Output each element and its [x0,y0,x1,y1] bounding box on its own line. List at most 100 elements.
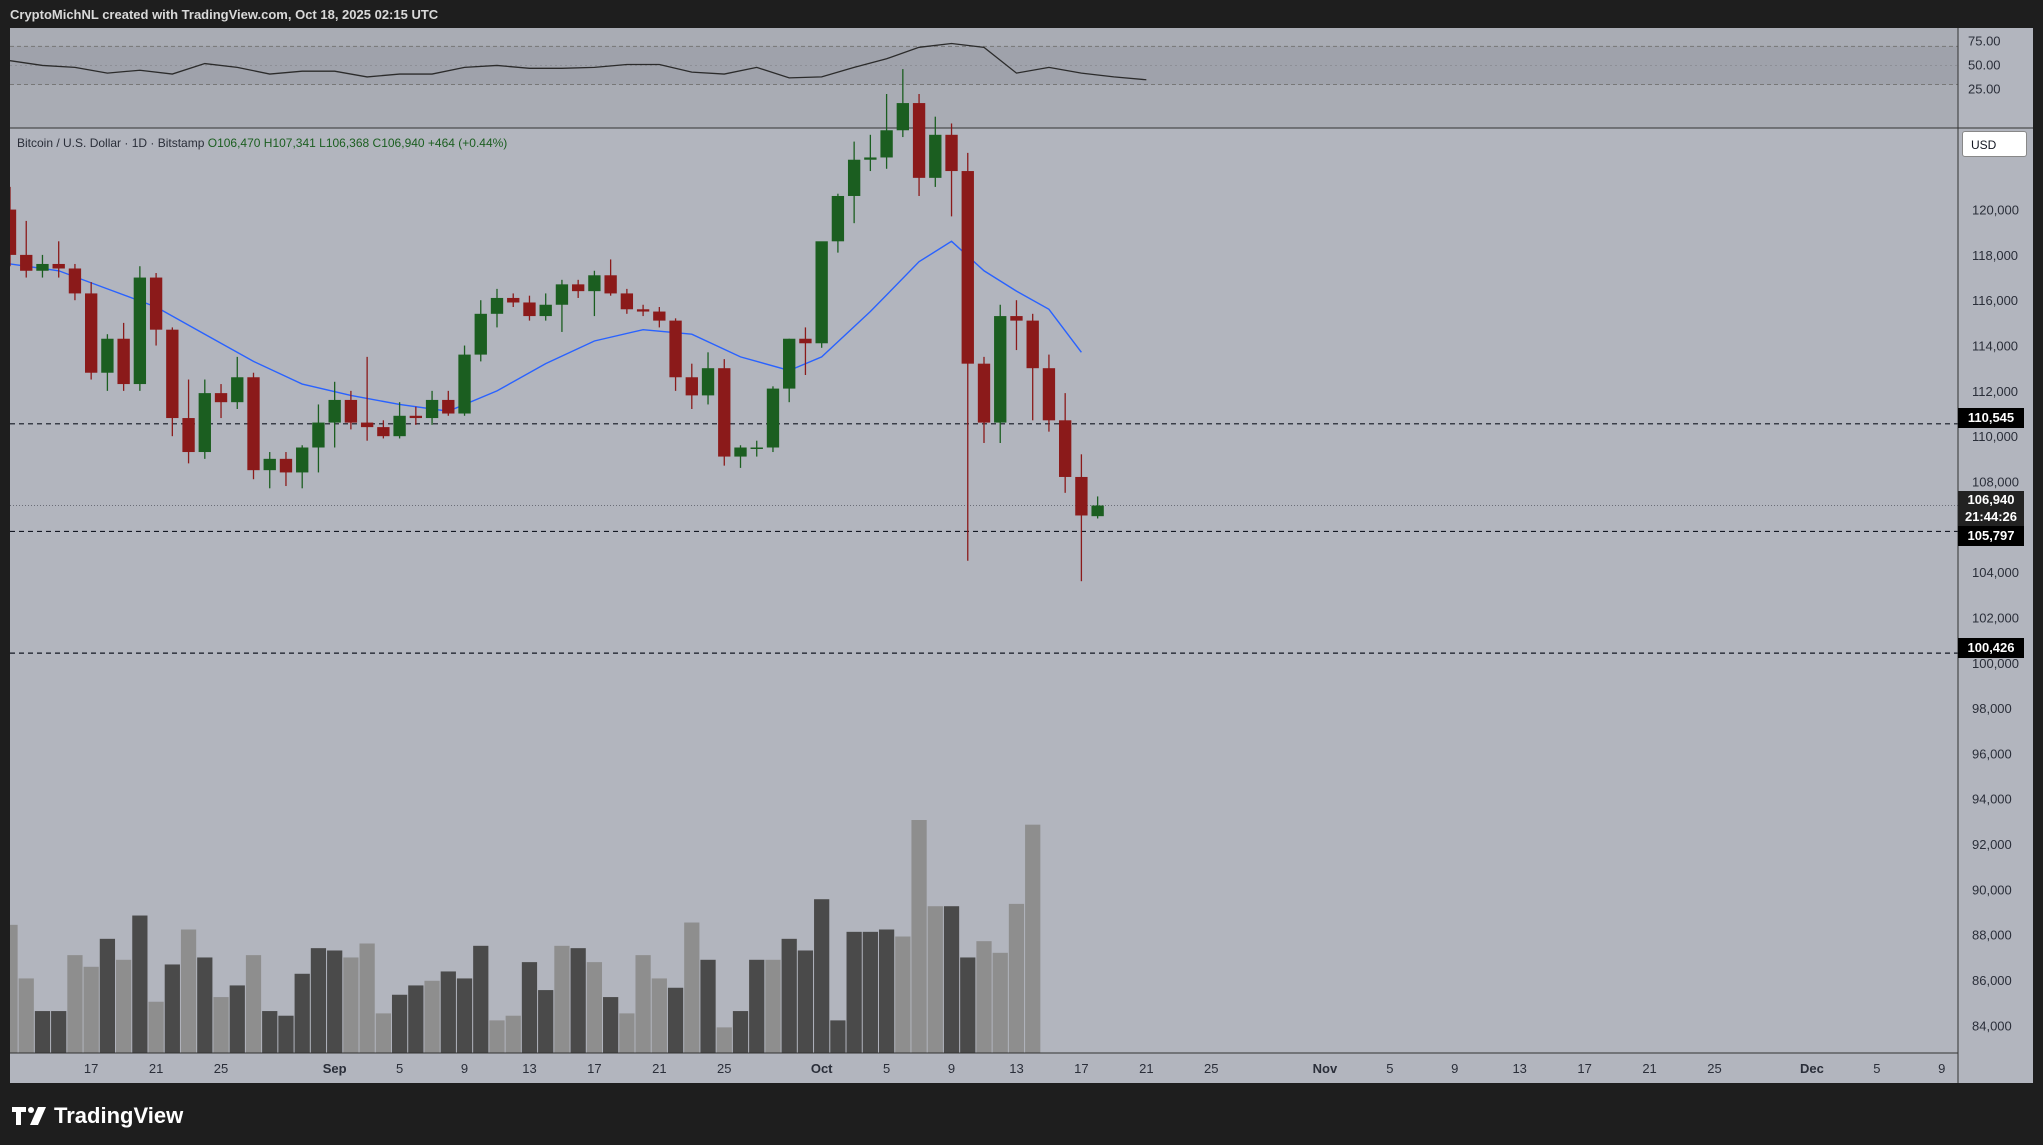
candle-body [68,268,82,294]
volume-bar [278,1015,294,1053]
price-tick-label: 98,000 [1972,701,2012,716]
date-tick-label: 9 [1451,1061,1458,1076]
price-tick-label: 120,000 [1972,203,2019,218]
volume-bar [992,952,1008,1053]
volume-bar [505,1015,521,1053]
candle-body [880,130,893,158]
date-tick-label: Nov [1313,1061,1338,1076]
date-tick-label: 17 [587,1061,601,1076]
candle-body [166,329,179,419]
candle-body [247,377,260,471]
candle-body [653,311,666,321]
chart-legend: Bitcoin / U.S. Dollar · 1D · Bitstamp O1… [17,136,507,150]
credit-text: CryptoMichNL created with TradingView.co… [10,7,439,22]
volume-bar [765,959,781,1053]
candle-body [507,297,520,303]
volume-bar [10,924,18,1053]
candle-body [961,171,974,364]
chart-area[interactable]: 25.00 50.00 75.00 84,000 86,000 88,000 90,000 9… [10,28,2033,1083]
time-axis-bg [10,1053,2033,1083]
volume-bar [830,1020,846,1053]
date-tick-label: 5 [883,1061,890,1076]
date-tick-label: 17 [84,1061,98,1076]
brand-name: TradingView [54,1103,184,1128]
volume-bar [245,955,262,1053]
candle-body [133,277,147,385]
date-tick-label: 13 [1512,1061,1526,1076]
candle-body [766,388,780,448]
volume-bar [51,1011,67,1053]
candle-body [1042,368,1056,421]
candle-body [328,399,341,423]
date-tick-label: 5 [1873,1061,1880,1076]
price-tick-label: 100,000 [1972,656,2019,671]
volume-bar [99,938,116,1053]
volume-bar [570,948,586,1053]
price-tick-label: 90,000 [1972,882,2012,897]
candle-body [718,368,731,457]
volume-bar [180,929,197,1053]
candle-body [604,275,617,294]
candle-body [815,241,828,344]
price-flag-current: 106,940 21:44:26 [1958,491,2024,527]
price-tick-label: 112,000 [1972,384,2018,399]
chart-canvas[interactable]: 25.00 50.00 75.00 84,000 86,000 88,000 90,000 9… [10,28,2033,1083]
date-tick-label: 17 [1577,1061,1591,1076]
date-tick-label: 21 [1642,1061,1656,1076]
candle-body [685,377,698,396]
volume-bar [116,959,132,1053]
volume-bar [732,1011,749,1053]
date-tick-label: 13 [522,1061,536,1076]
candle-body [198,393,211,453]
date-tick-label: 13 [1009,1061,1023,1076]
volume-bar [262,1011,278,1053]
volume-bar [213,997,229,1053]
candle-body [977,363,991,423]
volume-bar [976,941,992,1053]
header-bar: CryptoMichNL created with TradingView.co… [0,0,2043,28]
volume-bar [538,990,554,1053]
candle-body [539,304,552,317]
volume-bar [603,997,619,1053]
volume-bar [343,957,359,1053]
price-tick-label: 94,000 [1972,792,2012,807]
candle-body [84,293,98,373]
volume-bar [927,906,943,1053]
volume-bar [148,1001,164,1053]
rsi-tick-label: 50.00 [1968,57,2001,72]
volume-bar [651,978,667,1053]
legend-symbol: Bitcoin / U.S. Dollar · 1D · Bitstamp [17,136,205,150]
candle-body [263,458,276,471]
candle-body [571,284,585,292]
candle-body [149,277,163,330]
volume-bar [229,985,245,1053]
candle-body [377,427,390,437]
price-tick-label: 118,000 [1972,248,2018,263]
date-tick-label: 9 [948,1061,955,1076]
candle-body [312,422,325,448]
volume-bar [489,1020,505,1053]
volume-bar [473,945,489,1053]
volume-bar [294,973,310,1053]
volume-bar [667,987,684,1053]
candle-body [783,338,796,389]
candle-body [864,157,877,160]
candle-body [799,338,812,344]
volume-bar [814,899,830,1053]
candle-body [101,338,114,373]
candle-body [896,103,910,131]
brand-logo[interactable]: TradingView [12,1103,183,1129]
price-tick-label: 86,000 [1972,973,2012,988]
currency-button[interactable]: USD [1962,131,2027,157]
volume-bar [846,931,862,1053]
price-tick-label: 108,000 [1972,474,2019,489]
candle-body [442,399,455,414]
volume-bar [424,980,440,1053]
candle-body [734,447,747,457]
candle-body [929,134,942,178]
volume-bar [619,1013,635,1053]
volume-bar [327,950,343,1053]
volume-bar [862,931,878,1053]
candle-body [620,293,634,310]
countdown-text: 21:44:26 [1964,509,2018,524]
